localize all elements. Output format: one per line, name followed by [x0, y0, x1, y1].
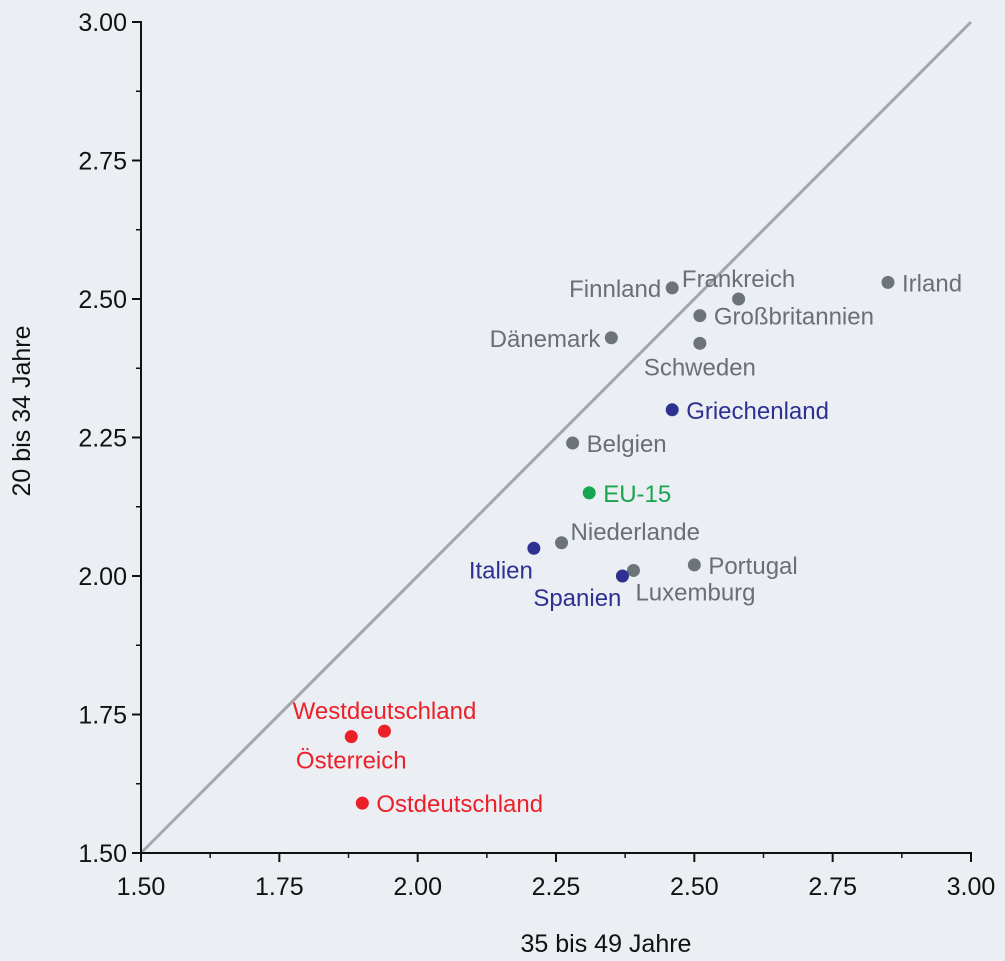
- x-tick-label: 1.75: [255, 873, 304, 901]
- data-label-griechenland: Griechenland: [686, 398, 829, 425]
- x-tick-label: 2.25: [532, 873, 581, 901]
- y-axis-title: 20 bis 34 Jahre: [8, 326, 36, 497]
- diagonal-reference-line: [139, 20, 973, 855]
- y-tick-label: 3.00: [78, 9, 127, 37]
- y-tick-label: 2.00: [78, 563, 127, 591]
- data-point-großbritannien: [693, 309, 707, 323]
- data-label-italien: Italien: [469, 557, 533, 584]
- diagonal-layer: [139, 20, 973, 855]
- data-label-dänemark: Dänemark: [490, 326, 602, 353]
- data-point-belgien: [566, 436, 580, 450]
- x-tick-label: 1.50: [117, 873, 166, 901]
- data-points: [344, 275, 895, 810]
- data-label-niederlande: Niederlande: [571, 519, 700, 546]
- y-tick-label: 2.50: [78, 286, 127, 314]
- data-point-westdeutschland: [377, 724, 391, 738]
- data-point-frankreich: [732, 292, 746, 306]
- data-label-frankreich: Frankreich: [682, 266, 795, 293]
- data-point-spanien: [615, 569, 629, 583]
- data-point-luxemburg: [626, 563, 640, 577]
- data-point-griechenland: [665, 403, 679, 417]
- y-tick-label: 2.75: [78, 148, 127, 176]
- data-label-ostdeutschland: Ostdeutschland: [376, 791, 543, 818]
- data-point-irland: [881, 275, 895, 289]
- data-label-luxemburg: Luxemburg: [635, 579, 755, 606]
- data-point-eu-15: [582, 486, 596, 500]
- data-point-finnland: [665, 281, 679, 295]
- data-labels: Finnland Frankreich Irland Großbritannien Dä…: [293, 266, 962, 818]
- data-label-spanien: Spanien: [533, 585, 621, 612]
- data-label-westdeutschland: Westdeutschland: [293, 698, 477, 725]
- x-tick-label: 2.75: [808, 873, 857, 901]
- data-point-portugal: [687, 558, 701, 572]
- data-label-eu-15: EU-15: [603, 481, 671, 508]
- y-tick-label: 1.50: [78, 840, 127, 868]
- data-point-dänemark: [604, 331, 618, 345]
- x-axis-title: 35 bis 49 Jahre: [521, 930, 692, 958]
- data-point-italien: [527, 541, 541, 555]
- y-tick-label: 2.25: [78, 425, 127, 453]
- data-point-niederlande: [555, 536, 569, 550]
- y-tick-label: 1.75: [78, 702, 127, 730]
- x-tick-label: 3.00: [947, 873, 996, 901]
- data-label-belgien: Belgien: [587, 431, 667, 458]
- data-point-schweden: [693, 336, 707, 350]
- data-label-portugal: Portugal: [708, 553, 797, 580]
- axes: 1.50 1.75 2.00 2.25 2.50 2.75 3.00 1.50 1.75 2.00…: [78, 9, 995, 901]
- data-label-irland: Irland: [902, 270, 962, 297]
- data-label-österreich: Österreich: [296, 748, 407, 775]
- data-point-österreich: [344, 730, 358, 744]
- data-label-finnland: Finnland: [569, 276, 661, 303]
- x-tick-label: 2.00: [393, 873, 442, 901]
- data-label-schweden: Schweden: [644, 354, 756, 381]
- data-point-ostdeutschland: [355, 796, 369, 810]
- x-tick-label: 2.50: [670, 873, 719, 901]
- data-label-großbritannien: Großbritannien: [714, 304, 874, 331]
